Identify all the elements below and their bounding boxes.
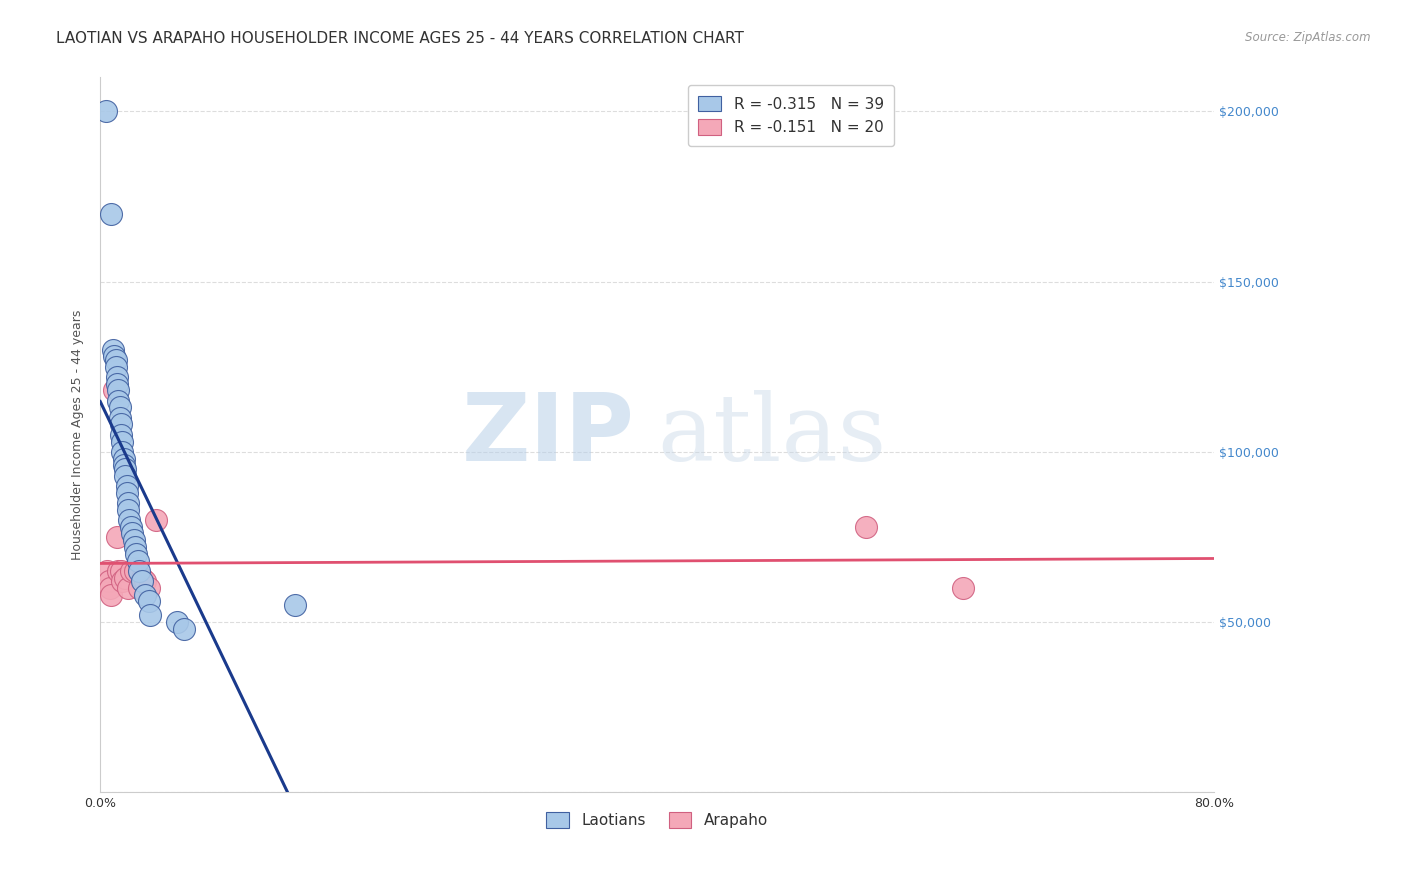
Point: [110, 427, 132, 442]
Point: [108, 410, 131, 425]
Point: [97, 574, 120, 588]
Point: [166, 615, 188, 629]
Point: [118, 513, 141, 527]
Point: [114, 468, 136, 483]
Point: [173, 622, 195, 636]
Point: [98, 581, 121, 595]
Text: LAOTIAN VS ARAPAHO HOUSEHOLDER INCOME AGES 25 - 44 YEARS CORRELATION CHART: LAOTIAN VS ARAPAHO HOUSEHOLDER INCOME AG…: [56, 31, 744, 46]
Point: [107, 564, 129, 578]
Point: [120, 564, 142, 578]
Text: ZIP: ZIP: [461, 389, 634, 481]
Point: [114, 461, 136, 475]
Legend: Laotians, Arapaho: Laotians, Arapaho: [540, 806, 775, 834]
Point: [117, 496, 139, 510]
Point: [107, 393, 129, 408]
Point: [96, 564, 118, 578]
Y-axis label: Householder Income Ages 25 - 44 years: Householder Income Ages 25 - 44 years: [72, 310, 84, 560]
Point: [111, 444, 134, 458]
Point: [101, 343, 124, 357]
Point: [122, 533, 145, 548]
Point: [139, 607, 162, 622]
Point: [114, 571, 136, 585]
Text: Source: ZipAtlas.com: Source: ZipAtlas.com: [1246, 31, 1371, 45]
Point: [134, 574, 156, 588]
Point: [128, 581, 150, 595]
Point: [112, 458, 135, 473]
Point: [124, 540, 146, 554]
Point: [111, 574, 134, 588]
Point: [94, 104, 117, 119]
Point: [134, 588, 156, 602]
Point: [117, 581, 139, 595]
Point: [111, 434, 134, 449]
Point: [124, 564, 146, 578]
Point: [103, 350, 125, 364]
Point: [112, 451, 135, 466]
Point: [952, 581, 974, 595]
Text: atlas: atlas: [657, 390, 886, 480]
Point: [131, 571, 153, 585]
Point: [138, 581, 160, 595]
Point: [125, 547, 148, 561]
Point: [108, 401, 131, 415]
Point: [855, 519, 877, 533]
Point: [110, 564, 132, 578]
Point: [104, 352, 127, 367]
Point: [117, 502, 139, 516]
Point: [120, 519, 142, 533]
Point: [131, 574, 153, 588]
Point: [100, 588, 122, 602]
Point: [115, 479, 138, 493]
Point: [105, 530, 128, 544]
Point: [104, 359, 127, 374]
Point: [121, 526, 143, 541]
Point: [110, 417, 132, 432]
Point: [107, 384, 129, 398]
Point: [105, 376, 128, 391]
Point: [128, 564, 150, 578]
Point: [105, 369, 128, 384]
Point: [284, 598, 307, 612]
Point: [145, 513, 167, 527]
Point: [138, 594, 160, 608]
Point: [100, 206, 122, 220]
Point: [127, 553, 149, 567]
Point: [103, 384, 125, 398]
Point: [115, 485, 138, 500]
